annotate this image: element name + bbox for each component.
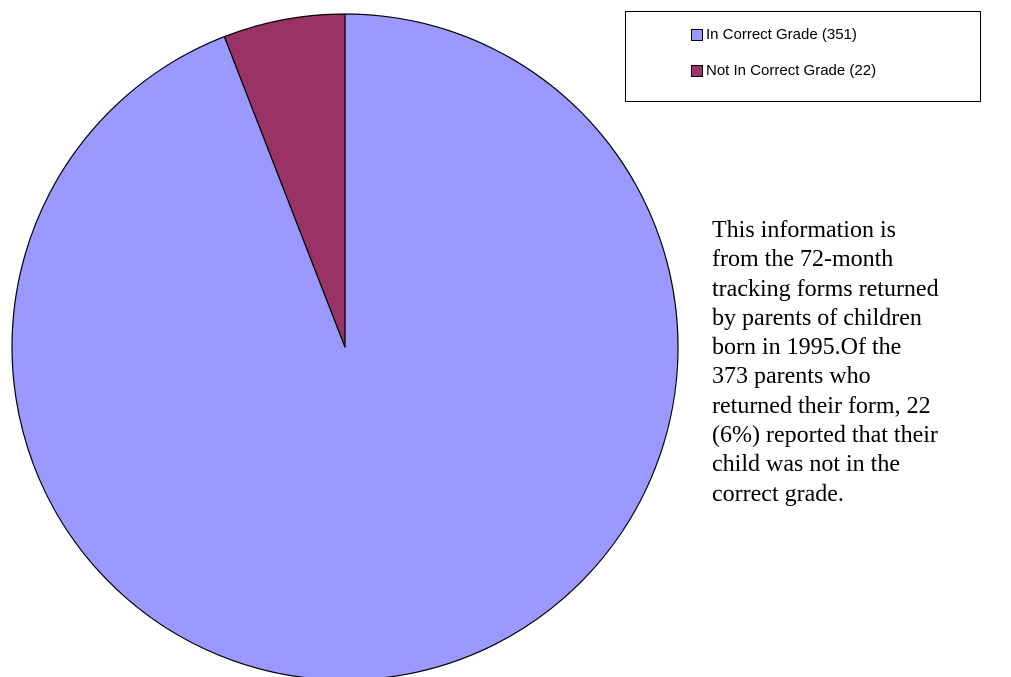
legend-swatch-not-in-correct-grade [691,64,703,77]
annotation-text: This information is from the 72-month tr… [712,217,939,507]
pie-slice-not-in-correct-grade [223,13,346,348]
legend-label-not-in-correct-grade: Not In Correct Grade (22) [706,62,877,79]
legend-label-in-correct-grade: In Correct Grade (351) [706,26,857,43]
legend-entry-in-correct-grade: In Correct Grade (351) [691,26,857,43]
legend-entry-not-in-correct-grade: Not In Correct Grade (22) [691,62,876,79]
legend-swatch-in-correct-grade [691,28,703,41]
legend: In Correct Grade (351) Not In Correct Gr… [625,11,981,102]
